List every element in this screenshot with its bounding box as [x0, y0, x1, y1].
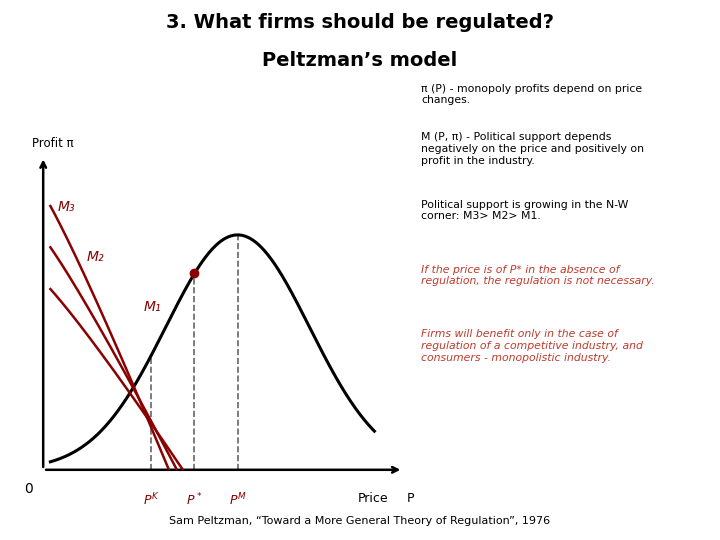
Text: $P^M$: $P^M$: [229, 492, 246, 508]
Text: M₃: M₃: [58, 200, 75, 214]
Text: Price: Price: [358, 492, 389, 505]
Text: Profit π: Profit π: [32, 137, 74, 150]
Text: M₂: M₂: [86, 250, 104, 264]
Text: If the price is of P* in the absence of
regulation, the regulation is not necess: If the price is of P* in the absence of …: [421, 265, 655, 286]
Text: $P^*$: $P^*$: [186, 492, 202, 508]
Text: Firms will benefit only in the case of
regulation of a competitive industry, and: Firms will benefit only in the case of r…: [421, 329, 643, 362]
Text: Sam Peltzman, “Toward a More General Theory of Regulation”, 1976: Sam Peltzman, “Toward a More General The…: [169, 516, 551, 526]
Text: $P^K$: $P^K$: [143, 492, 160, 508]
Text: M₁: M₁: [144, 300, 161, 314]
Text: M (P, π) - Political support depends
negatively on the price and positively on
p: M (P, π) - Political support depends neg…: [421, 132, 644, 165]
Text: P: P: [407, 492, 414, 505]
Text: π (P) - monopoly profits depend on price
changes.: π (P) - monopoly profits depend on price…: [421, 84, 642, 105]
Text: Peltzman’s model: Peltzman’s model: [262, 51, 458, 70]
Text: 0: 0: [24, 482, 33, 496]
Text: Political support is growing in the N-W
corner: M3> M2> M1.: Political support is growing in the N-W …: [421, 200, 629, 221]
Text: 3. What firms should be regulated?: 3. What firms should be regulated?: [166, 14, 554, 32]
